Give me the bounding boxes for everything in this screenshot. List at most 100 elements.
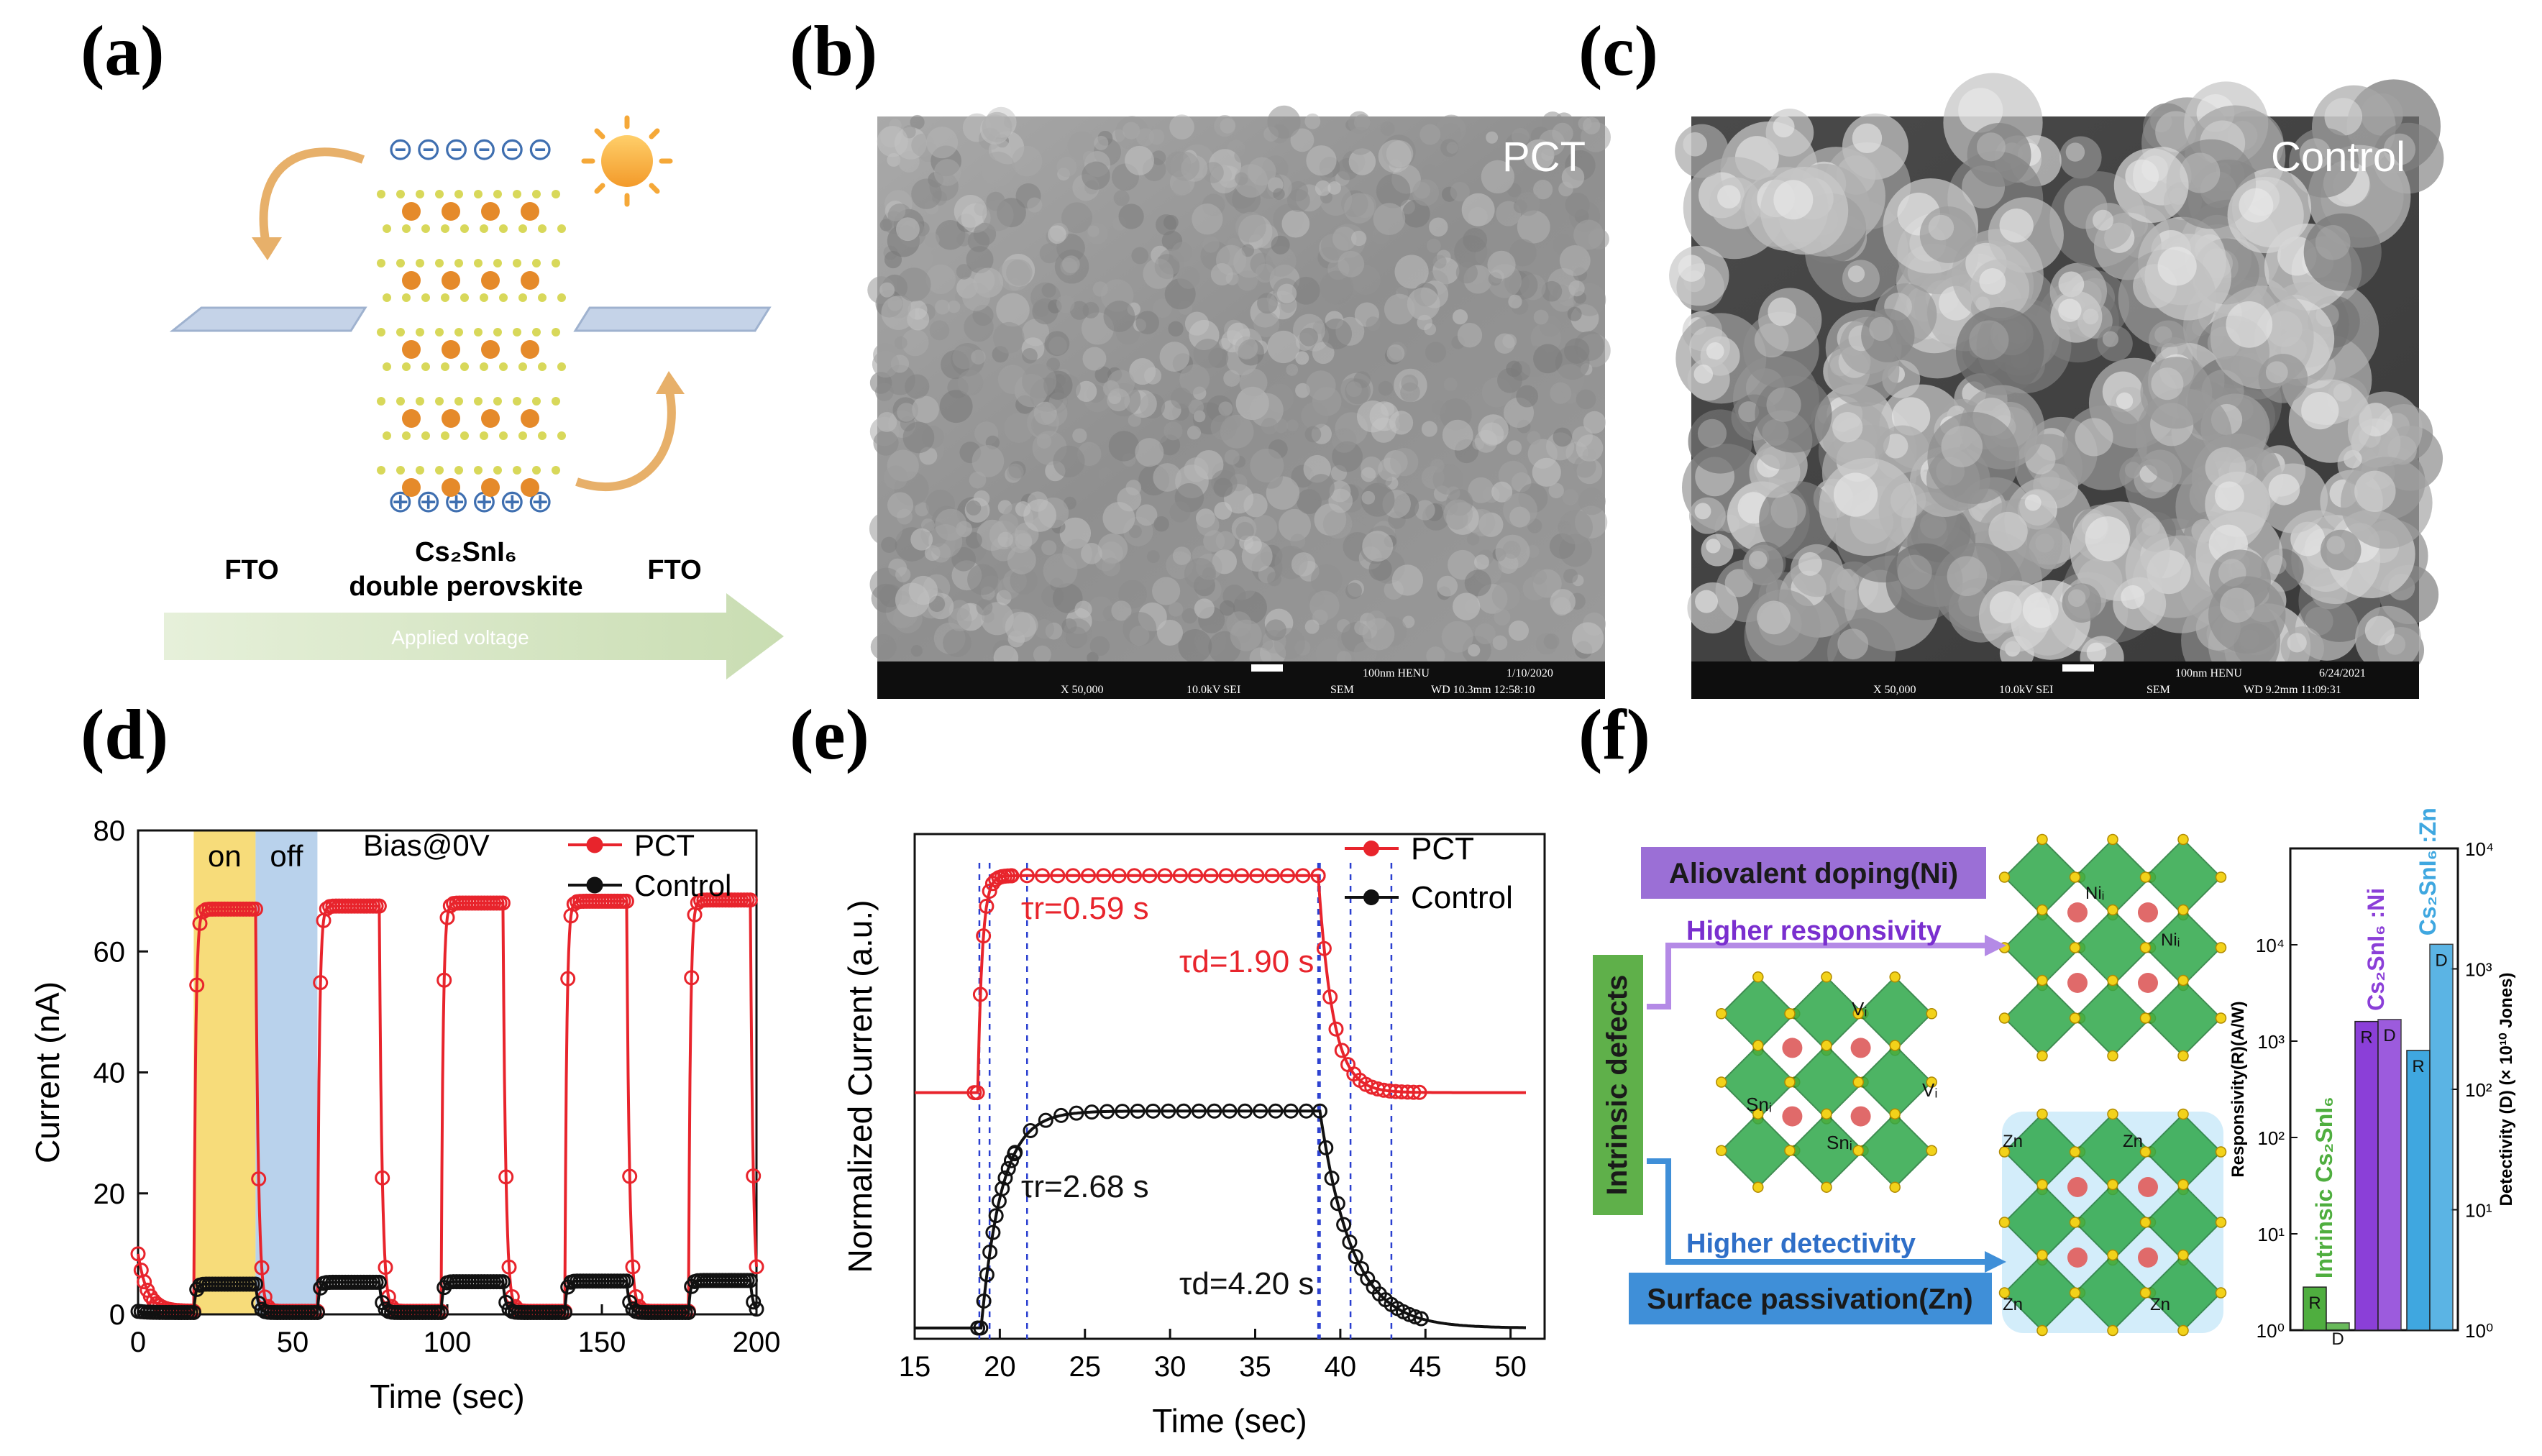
data-point: [1130, 1103, 1146, 1119]
sem-grain: [1463, 227, 1488, 252]
sem-grain: [1213, 477, 1233, 498]
sem-grain: [962, 283, 991, 311]
small-ion: [383, 431, 391, 440]
data-point: [973, 1320, 989, 1336]
sem-grain: [1576, 389, 1596, 410]
legend-label: Control: [634, 869, 731, 902]
detectivity-arrow-icon: [1647, 1158, 1985, 1265]
sem-grain: [870, 633, 897, 660]
small-ion: [435, 190, 444, 198]
sem-cluster-highlight: [1976, 132, 2006, 162]
sem-grain: [1108, 431, 1140, 462]
responsivity-arrowhead-icon: [1985, 935, 2006, 956]
small-ion: [480, 293, 488, 302]
sem-grain: [992, 321, 1025, 354]
sem-cluster-highlight: [1706, 539, 1721, 554]
sem-grain: [951, 546, 976, 572]
data-point: [498, 1169, 514, 1185]
data-point: [1188, 868, 1204, 884]
sem-grain: [1027, 406, 1059, 439]
data-point: [997, 1170, 1013, 1186]
sem-grain: [929, 320, 950, 341]
legend-label: Control: [1411, 880, 1513, 915]
data-point: [988, 1208, 1004, 1224]
sem-grain: [895, 590, 910, 605]
iodide-atom: [2036, 833, 2048, 846]
small-ion: [416, 397, 424, 406]
sem-grain: [1235, 336, 1258, 360]
sem-grain: [1034, 619, 1055, 639]
sem-grain: [895, 217, 920, 242]
iodide-atom: [1998, 1217, 2011, 1228]
octahedron: [2074, 979, 2152, 1057]
sem-grain: [1027, 197, 1043, 213]
data-point: [1115, 1104, 1130, 1120]
sem-grain: [1414, 500, 1435, 521]
small-ion: [532, 190, 541, 198]
sem-grain: [884, 465, 908, 490]
sem-grain: [1533, 309, 1549, 325]
cs-ion: [402, 478, 421, 497]
cs-ion: [481, 271, 500, 290]
sem-grain: [1508, 620, 1529, 641]
sem-grain: [1356, 400, 1389, 433]
small-ion: [383, 224, 391, 233]
data-point: [1172, 868, 1188, 884]
sem-control-overlay: Control: [2271, 134, 2405, 180]
sem-pct-info-5: SEM: [1330, 684, 1354, 696]
sem-cluster-highlight: [1958, 88, 2003, 133]
sem-grain: [1304, 426, 1322, 443]
sem-grain: [1144, 367, 1162, 385]
iodide-atom: [1752, 1181, 1764, 1193]
sem-grain: [911, 178, 942, 209]
sem-grain: [1092, 281, 1108, 297]
sem-cluster-highlight: [2354, 470, 2396, 513]
sem-grain: [1288, 180, 1309, 201]
data-point: [618, 1273, 634, 1289]
small-ion: [402, 293, 411, 302]
group-label: Cs₂SnI₆ :Ni: [2363, 888, 2389, 1011]
data-point: [976, 928, 992, 944]
small-ion: [416, 328, 424, 336]
bar-detectivity: [2377, 1019, 2402, 1331]
sem-grain: [1320, 270, 1354, 305]
cs-ion: [481, 340, 500, 359]
cs-ion: [521, 271, 539, 290]
iodide-atom: [2215, 1012, 2227, 1024]
small-ion: [532, 397, 541, 406]
bar-responsivity: [2354, 1020, 2379, 1331]
sem-grain: [1169, 501, 1191, 523]
x-axis-label: Time (sec): [370, 1378, 525, 1415]
octahedron: [1857, 1044, 1933, 1120]
iodide-atom: [2107, 1050, 2118, 1062]
sem-grain: [1170, 387, 1192, 409]
sem-grain: [1148, 129, 1165, 145]
sem-grain: [875, 383, 894, 402]
cs-sphere: [2067, 1247, 2088, 1268]
legend-marker: [586, 836, 603, 853]
sem-grain: [926, 127, 959, 159]
sem-grain: [1187, 426, 1202, 440]
material-name: double perovskite: [349, 572, 582, 602]
sem-grain: [1118, 580, 1147, 609]
sem-cluster-highlight: [2102, 331, 2119, 347]
left-electrode: [169, 306, 367, 332]
sem-grain: [1153, 298, 1172, 318]
sem-grain: [1491, 481, 1513, 503]
sem-cluster-highlight: [1748, 551, 1768, 569]
iodide-atom: [2107, 1108, 2118, 1120]
data-point: [1084, 1104, 1099, 1120]
small-ion: [557, 224, 566, 233]
iodide-atom: [2139, 871, 2152, 883]
sem-grain: [1344, 193, 1375, 224]
sem-grain: [1430, 458, 1445, 473]
sem-grain: [1290, 128, 1315, 152]
sem-cluster-highlight: [1897, 554, 1932, 590]
sem-grain: [1550, 382, 1572, 404]
sem-cluster-highlight: [1947, 556, 1988, 597]
sem-grain: [1437, 575, 1458, 597]
sem-grain: [924, 232, 940, 248]
small-ion: [499, 293, 508, 302]
sem-cluster-highlight: [2085, 516, 2130, 562]
sem-grain: [1533, 180, 1553, 200]
